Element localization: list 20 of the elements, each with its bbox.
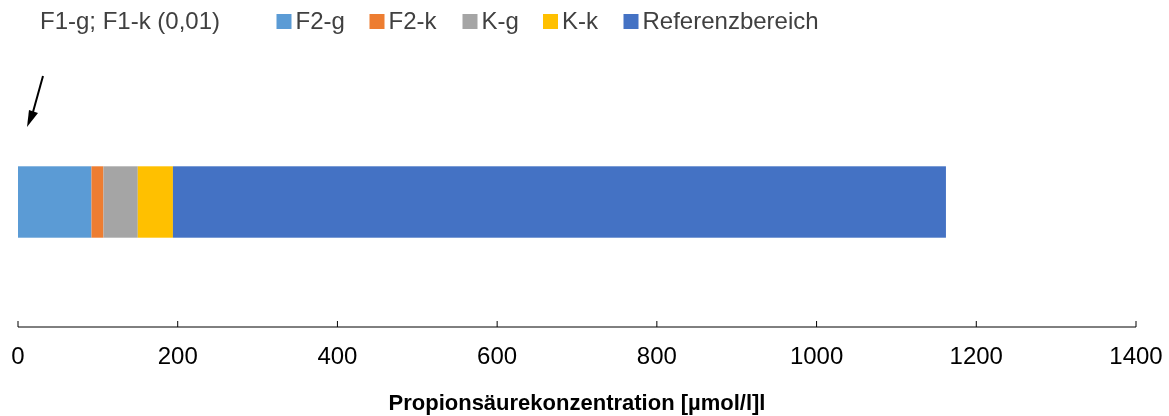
legend-label: F2-k <box>388 7 438 34</box>
bar <box>172 166 946 238</box>
x-axis-title: Propionsäurekonzentration [µmol/l]l <box>388 390 766 415</box>
legend-label: Referenzbereich <box>642 7 819 34</box>
legend-label: K-k <box>562 7 599 34</box>
text: F1-g; F1-k (0,01) <box>40 7 221 34</box>
bar <box>18 166 92 238</box>
x-tick-label: 400 <box>317 342 358 369</box>
x-tick-label: 600 <box>477 342 518 369</box>
legend-label: K-g <box>481 7 519 34</box>
bar <box>91 166 104 238</box>
x-tick-label: 800 <box>636 342 677 369</box>
x-tick-label: 1200 <box>949 342 1003 369</box>
x-tick-label: 0 <box>11 342 25 369</box>
x-tick-label: 200 <box>157 342 198 369</box>
x-tick-label: 1000 <box>789 342 844 369</box>
legend-label: F2-g <box>295 7 345 34</box>
x-tick-label: 1400 <box>1109 342 1163 369</box>
bar <box>137 166 173 238</box>
bar <box>103 166 138 238</box>
